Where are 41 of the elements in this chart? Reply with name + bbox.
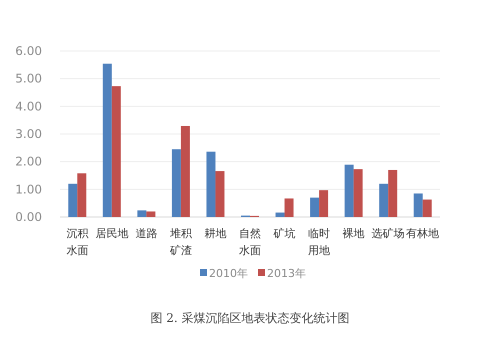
bar xyxy=(344,164,354,217)
y-tick-label: 3.00 xyxy=(15,127,42,141)
y-tick-label: 0.00 xyxy=(15,210,42,224)
x-tick-label: 有林地 xyxy=(406,227,440,240)
x-tick-label: 临时用地 xyxy=(308,227,330,257)
bar xyxy=(215,171,224,217)
bar xyxy=(414,193,423,217)
x-tick-label: 堆积矿渣 xyxy=(168,227,192,257)
bar xyxy=(102,64,112,217)
x-tick-label: 自然水面 xyxy=(239,227,261,257)
bar xyxy=(319,190,328,217)
x-tick-label: 矿坑 xyxy=(272,227,296,240)
legend-label: 2010年 xyxy=(209,267,248,280)
x-tick-label: 居民地 xyxy=(95,227,128,240)
y-tick-label: 2.00 xyxy=(15,154,42,169)
bar xyxy=(112,86,121,217)
bar xyxy=(276,212,285,217)
y-tick-label: 1.00 xyxy=(15,182,42,196)
bar xyxy=(146,211,156,217)
x-tick-label: 裸地 xyxy=(342,227,365,240)
bar xyxy=(137,210,146,217)
y-tick-label: 4.00 xyxy=(15,99,42,114)
x-tick-label: 耕地 xyxy=(204,227,226,240)
caption: 图 2. 采煤沉陷区地表状态变化统计图 xyxy=(150,311,350,325)
bar xyxy=(284,198,294,217)
bar xyxy=(68,184,78,217)
x-tick-label: 选矿场 xyxy=(372,227,405,240)
y-tick-label: 5.00 xyxy=(15,72,42,86)
bar xyxy=(172,149,181,217)
bar xyxy=(310,198,320,217)
legend-label: 2013年 xyxy=(267,267,306,280)
bar xyxy=(379,184,388,217)
y-tick-label: 6.00 xyxy=(15,44,42,58)
bar xyxy=(388,170,398,217)
x-tick-label: 沉积水面 xyxy=(66,227,88,257)
bar xyxy=(422,200,432,217)
x-tick-label: 道路 xyxy=(135,227,158,240)
bar xyxy=(206,152,216,217)
bar xyxy=(180,126,190,217)
bar xyxy=(354,169,363,217)
bar xyxy=(77,173,86,217)
